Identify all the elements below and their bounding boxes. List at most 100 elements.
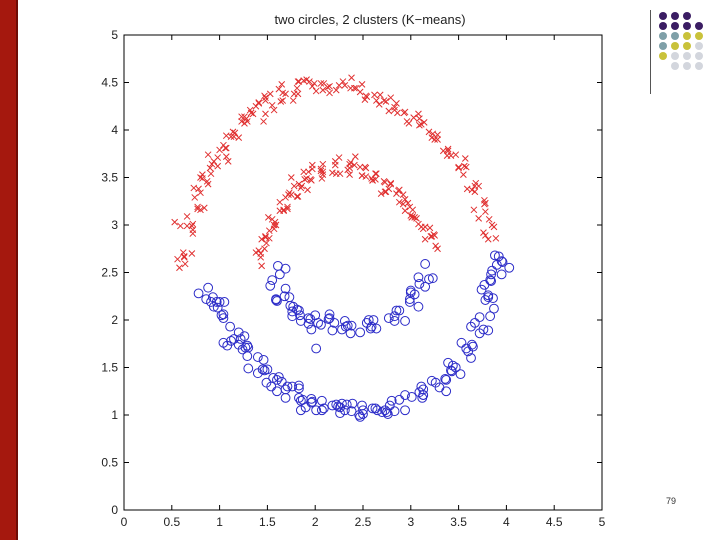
circle-marker-point bbox=[311, 405, 322, 416]
x-marker-point bbox=[381, 188, 389, 196]
x-marker-point bbox=[319, 168, 327, 176]
circle-marker-point bbox=[406, 392, 417, 402]
decorative-divider-line bbox=[650, 10, 651, 94]
x-marker-point bbox=[294, 90, 302, 98]
x-marker-point bbox=[395, 186, 403, 194]
circle-marker-point bbox=[258, 355, 269, 365]
x-marker-point bbox=[488, 221, 496, 229]
y-tick-label: 4.5 bbox=[101, 76, 118, 90]
x-marker-point bbox=[195, 185, 202, 193]
x-marker-point bbox=[460, 162, 468, 170]
circle-marker-point bbox=[305, 314, 316, 324]
circle-marker-point bbox=[371, 323, 382, 334]
x-marker-point bbox=[484, 235, 492, 243]
circle-marker-point bbox=[339, 405, 350, 416]
x-tick-label: 2.5 bbox=[355, 515, 372, 529]
circle-marker-point bbox=[382, 407, 392, 418]
x-tick-label: 4.5 bbox=[546, 515, 563, 529]
circle-marker-point bbox=[341, 399, 352, 410]
circle-marker-point bbox=[488, 293, 498, 304]
x-tick-label: 3.5 bbox=[450, 515, 467, 529]
x-marker-point bbox=[294, 78, 302, 85]
x-marker-point bbox=[188, 222, 196, 230]
circle-marker-point bbox=[294, 305, 304, 316]
circle-marker-point bbox=[383, 313, 394, 324]
circle-marker-point bbox=[483, 325, 494, 336]
circle-marker-point bbox=[370, 403, 381, 414]
x-marker-point bbox=[346, 164, 353, 172]
circle-marker-point bbox=[203, 282, 214, 293]
x-marker-point bbox=[197, 174, 204, 181]
x-marker-point bbox=[230, 133, 238, 141]
x-marker-point bbox=[368, 175, 375, 182]
circle-marker-point bbox=[295, 310, 305, 321]
x-marker-point bbox=[387, 180, 395, 188]
x-marker-point bbox=[485, 215, 493, 223]
x-marker-point bbox=[377, 190, 385, 198]
x-marker-point bbox=[297, 184, 305, 192]
circle-marker-point bbox=[400, 405, 410, 416]
circle-marker-point bbox=[486, 269, 497, 280]
x-marker-point bbox=[262, 233, 269, 240]
circle-marker-point bbox=[496, 269, 507, 280]
x-marker-point bbox=[461, 155, 469, 162]
circle-marker-point bbox=[272, 296, 282, 306]
x-marker-point bbox=[419, 225, 427, 233]
x-marker-point bbox=[176, 264, 183, 272]
x-marker-point bbox=[428, 134, 436, 141]
x-marker-point bbox=[462, 163, 470, 171]
circle-marker-point bbox=[414, 387, 425, 398]
x-marker-point bbox=[216, 146, 223, 154]
x-tick-label: 0.5 bbox=[163, 515, 180, 529]
x-marker-point bbox=[310, 80, 318, 87]
x-tick-label: 2 bbox=[312, 515, 319, 529]
x-marker-point bbox=[268, 215, 276, 223]
circle-marker-point bbox=[218, 313, 229, 324]
circle-marker-point bbox=[389, 311, 400, 322]
circle-marker-point bbox=[479, 279, 490, 290]
circle-marker-point bbox=[285, 300, 296, 311]
x-marker-point bbox=[270, 225, 278, 233]
x-marker-point bbox=[373, 97, 380, 104]
x-marker-point bbox=[308, 165, 316, 173]
x-tick-label: 5 bbox=[599, 515, 606, 529]
x-marker-point bbox=[188, 250, 196, 257]
circle-marker-point bbox=[339, 316, 350, 326]
x-marker-point bbox=[276, 198, 284, 206]
circle-marker-point bbox=[389, 316, 400, 326]
circle-marker-point bbox=[363, 315, 374, 325]
x-marker-point bbox=[406, 203, 414, 211]
circle-marker-point bbox=[357, 400, 367, 411]
circle-marker-point bbox=[327, 325, 338, 336]
x-marker-point bbox=[405, 119, 413, 127]
x-marker-point bbox=[265, 234, 273, 242]
circle-marker-point bbox=[242, 351, 253, 362]
x-marker-point bbox=[220, 141, 227, 149]
x-marker-point bbox=[206, 164, 214, 172]
circle-marker-point bbox=[306, 393, 317, 404]
circle-marker-point bbox=[414, 279, 425, 289]
x-marker-point bbox=[280, 206, 288, 214]
circle-marker-point bbox=[294, 383, 304, 394]
x-marker-point bbox=[194, 205, 201, 213]
x-tick-label: 0 bbox=[121, 515, 128, 529]
circle-marker-point bbox=[466, 321, 476, 332]
cluster-2-series bbox=[193, 250, 515, 422]
y-tick-label: 0 bbox=[111, 503, 118, 517]
x-marker-point bbox=[272, 221, 280, 229]
x-marker-point bbox=[295, 78, 303, 85]
x-marker-point bbox=[241, 119, 248, 127]
x-marker-point bbox=[339, 78, 347, 85]
x-marker-point bbox=[372, 170, 379, 178]
x-marker-point bbox=[332, 170, 340, 178]
x-marker-point bbox=[492, 234, 500, 242]
x-marker-point bbox=[481, 196, 488, 204]
circle-marker-point bbox=[303, 318, 314, 329]
x-marker-point bbox=[431, 136, 439, 143]
x-marker-point bbox=[351, 153, 359, 160]
x-marker-point bbox=[306, 78, 313, 85]
x-marker-point bbox=[358, 172, 366, 179]
circle-marker-point bbox=[346, 406, 357, 417]
y-tick-label: 0.5 bbox=[101, 456, 118, 470]
x-marker-point bbox=[308, 176, 315, 184]
